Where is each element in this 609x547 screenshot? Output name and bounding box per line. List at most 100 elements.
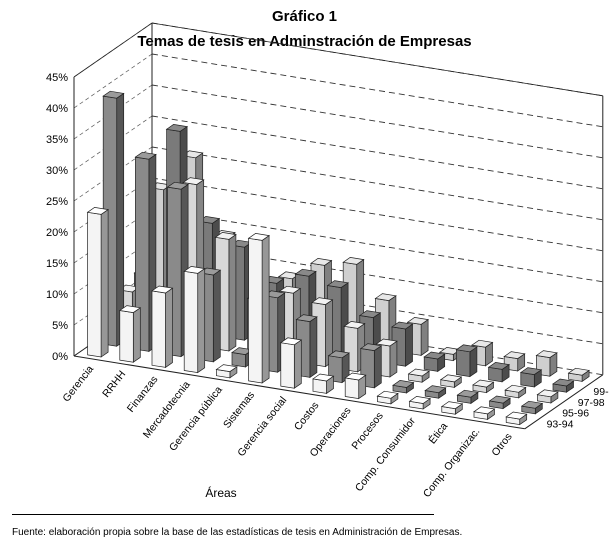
bar-top (247, 233, 271, 241)
bar-side (100, 208, 109, 358)
bar-top (567, 367, 591, 376)
x-tick-label: Finanzas (125, 374, 161, 415)
bar-front (312, 378, 327, 394)
bar-side (420, 318, 429, 357)
bar-top (456, 389, 479, 398)
bar-side (293, 339, 302, 389)
depth-axis (524, 374, 604, 430)
bar-top (408, 396, 432, 404)
bar-side (389, 340, 398, 378)
bar-95-96-12 (488, 395, 512, 410)
bar-top (519, 367, 543, 375)
y-tick-label: 0% (52, 351, 68, 363)
bar-top (439, 374, 463, 383)
bar-93-94-0 (86, 207, 110, 358)
bar-93-94-6 (279, 337, 303, 389)
bar-97-98-12 (504, 384, 527, 399)
series-label-95-96: 95-96 (562, 408, 589, 420)
gridline (151, 301, 603, 376)
bar-top (505, 411, 528, 420)
y-tick-label: 25% (46, 196, 68, 208)
bar-top (391, 321, 414, 330)
bar-top (214, 232, 237, 240)
bar-top (375, 338, 398, 347)
bar-front (248, 237, 263, 384)
bar-97-98-10 (439, 374, 463, 389)
gridline-side (73, 84, 153, 140)
bar-top (520, 400, 544, 409)
bar-top (134, 151, 157, 160)
y-tick-label: 40% (46, 103, 68, 115)
bar-top (295, 314, 318, 322)
bar-95-96-7 (327, 350, 351, 384)
bar-93-94-8 (344, 372, 367, 400)
bar-top (535, 350, 558, 358)
bar-front (151, 290, 166, 368)
bar-side (309, 316, 318, 379)
bar-top (358, 310, 382, 318)
bar-top (392, 380, 415, 388)
bar-top (327, 350, 351, 359)
bar-front (520, 372, 535, 388)
source-note: Fuente: elaboración propia sobre la base… (12, 527, 463, 538)
bar-side (132, 307, 141, 363)
bar-top (536, 389, 559, 398)
bar-97-98-11 (472, 379, 495, 394)
bar-front (119, 310, 134, 363)
bar-top (342, 257, 365, 265)
source-divider (12, 514, 434, 515)
bar-99-00-10 (455, 344, 478, 378)
y-tick-label: 35% (46, 134, 68, 146)
series-label-97-98: 97-98 (578, 397, 605, 409)
bar-side (212, 269, 221, 363)
bar-top (118, 305, 142, 313)
series-label-99-00: 99-00 (593, 386, 609, 398)
bar-top (326, 280, 350, 288)
bar-top (165, 124, 189, 132)
bar-top (102, 90, 125, 99)
bar-top (488, 395, 512, 404)
x-axis (73, 355, 525, 430)
x-axis-title: Áreas (205, 485, 236, 500)
bar-93-94-10 (408, 396, 432, 410)
y-tick-label: 30% (46, 165, 68, 177)
bar-99-00-11 (487, 362, 511, 383)
bar-97-98-7 (343, 321, 366, 373)
x-tick-label: Gerencia (60, 363, 96, 404)
bar-top (471, 339, 494, 348)
bar-top (503, 351, 526, 359)
bar-93-94-9 (376, 390, 399, 405)
x-tick-label: Otros (489, 431, 514, 459)
bar-top (86, 207, 110, 215)
bar-93-94-12 (473, 406, 496, 421)
bar-side (373, 345, 382, 389)
bar-top (359, 343, 383, 351)
bar-front (344, 377, 360, 400)
bar-01-02-11 (503, 351, 526, 372)
bars (86, 90, 591, 426)
bar-95-96-8 (359, 343, 383, 389)
bar-top (374, 293, 397, 301)
bar-99-00-13 (552, 378, 575, 393)
series-label-93-94: 93-94 (547, 418, 574, 430)
bar-top (151, 285, 174, 294)
bar-side (405, 323, 413, 367)
bar-top (215, 364, 238, 372)
bar-front (456, 349, 471, 378)
bar-side (197, 267, 206, 374)
bar-top (310, 258, 333, 266)
bar-top (407, 368, 431, 377)
bar-top (504, 384, 527, 393)
bar-top (294, 268, 317, 277)
bar-side (165, 287, 173, 369)
bar-95-96-13 (520, 400, 544, 415)
bar-top (182, 177, 205, 185)
bar-93-94-4 (215, 364, 238, 379)
bar-93-94-7 (312, 373, 335, 395)
gridline (151, 84, 603, 159)
bar-97-98-9 (407, 368, 431, 383)
y-tick-label: 15% (46, 258, 68, 270)
bar-top (376, 390, 399, 399)
bar-top (344, 372, 367, 381)
